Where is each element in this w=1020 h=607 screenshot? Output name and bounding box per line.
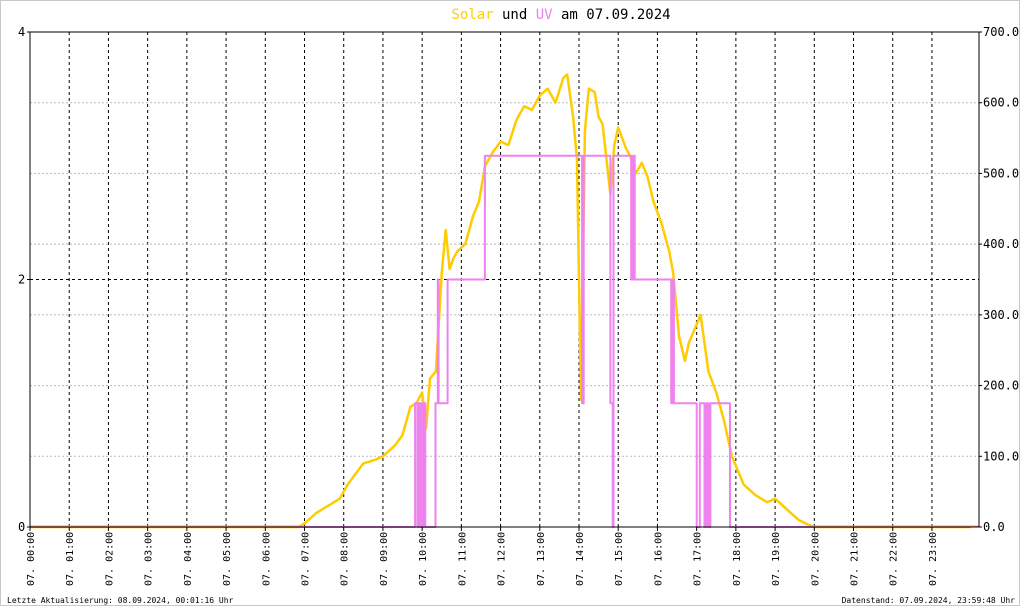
series-layer (30, 73, 979, 529)
x-tick-label: 07. 14:00 (575, 532, 586, 586)
right-tick-label: 200.0 (983, 379, 1019, 393)
x-tick-label: 07. 22:00 (889, 532, 900, 586)
x-tick-label: 07. 05:00 (222, 532, 233, 586)
x-tick-label: 07. 12:00 (497, 532, 508, 586)
x-tick-label: 07. 04:00 (183, 532, 194, 586)
x-tick-label: 07. 19:00 (771, 532, 782, 586)
right-tick-label: 0.0 (983, 520, 1005, 534)
title-part-2: UV (536, 7, 553, 23)
right-tick-label: 600.0 (983, 96, 1019, 110)
right-tick-label: 400.0 (983, 237, 1019, 251)
footer-last-update: Letzte Aktualisierung: 08.09.2024, 00:01… (7, 596, 234, 605)
x-tick-label: 07. 09:00 (379, 532, 390, 586)
x-tick-label: 07. 17:00 (693, 532, 704, 586)
x-tick-label: 07. 00:00 (26, 532, 37, 586)
x-tick-label: 07. 02:00 (104, 532, 115, 586)
grid (30, 32, 979, 527)
x-tick-label: 07. 01:00 (65, 532, 76, 586)
right-tick-label: 500.0 (983, 166, 1019, 180)
x-tick-label: 07. 03:00 (144, 532, 155, 586)
x-tick-label: 07. 13:00 (536, 532, 547, 586)
x-tick-label: 07. 07:00 (301, 532, 312, 586)
x-tick-label: 07. 23:00 (928, 532, 939, 586)
x-tick-label: 07. 21:00 (850, 532, 861, 586)
left-tick-label: 2 (18, 273, 25, 287)
title-part-1: und (494, 7, 536, 23)
x-tick-label: 07. 11:00 (457, 532, 468, 586)
series-solar-line (30, 73, 971, 529)
left-tick-label: 0 (18, 520, 25, 534)
x-tick-label: 07. 10:00 (418, 532, 429, 586)
title-part-0: Solar (451, 7, 493, 23)
footer-data-status: Datenstand: 07.09.2024, 23:59:48 Uhr (842, 596, 1016, 605)
x-tick-label: 07. 08:00 (340, 532, 351, 586)
x-tick-label: 07. 15:00 (614, 532, 625, 586)
x-tick-label: 07. 18:00 (732, 532, 743, 586)
x-tick-label: 07. 16:00 (653, 532, 664, 586)
title-part-3: am 07.09.2024 (553, 7, 671, 23)
axes: 07. 00:00 07. 01:00 07. 02:00 07. 03:00 07. … (18, 25, 1019, 586)
left-tick-label: 4 (18, 25, 25, 39)
right-tick-label: 700.0 (983, 25, 1019, 39)
x-tick-label: 07. 06:00 (261, 532, 272, 586)
chart-title: Solar und UV am 07.09.2024 (451, 7, 670, 23)
right-tick-label: 300.0 (983, 308, 1019, 322)
x-tick-label: 07. 20:00 (810, 532, 821, 586)
right-tick-label: 100.0 (983, 449, 1019, 463)
